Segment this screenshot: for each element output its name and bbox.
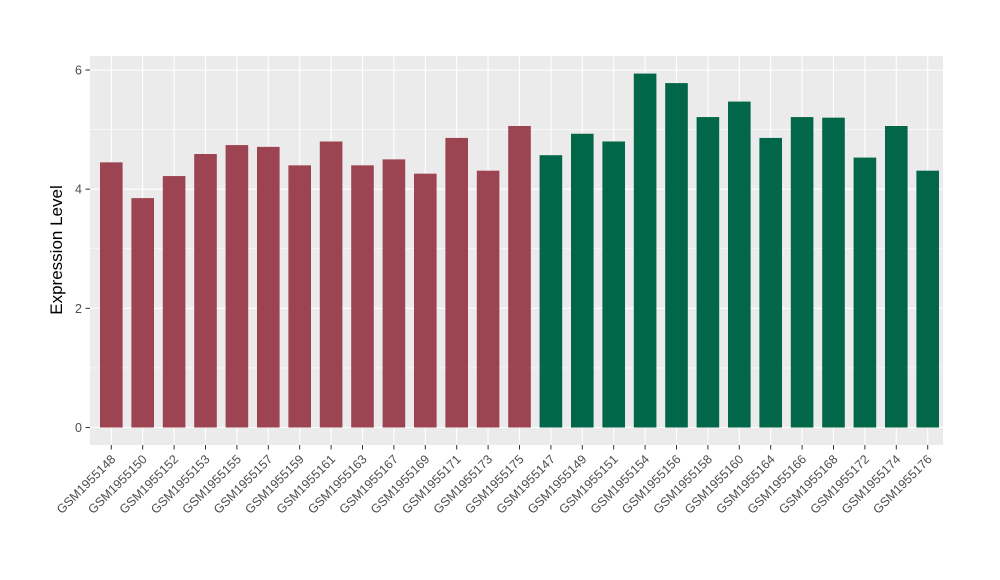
bar <box>633 73 657 428</box>
bar <box>665 83 688 428</box>
y-axis-title: Expression Level <box>47 185 66 315</box>
bar <box>225 145 249 428</box>
bar <box>131 198 154 428</box>
y-tick-label: 4 <box>75 183 82 197</box>
bar <box>288 165 311 428</box>
bar <box>194 154 217 428</box>
bar <box>571 133 594 428</box>
bar <box>728 101 751 428</box>
bar <box>382 159 406 428</box>
bar <box>790 117 814 428</box>
bar <box>822 117 845 428</box>
y-tick-label: 2 <box>75 302 82 316</box>
bar <box>539 155 563 428</box>
bar <box>100 162 123 428</box>
bar <box>602 141 625 428</box>
bar <box>414 173 437 428</box>
bar <box>476 170 500 428</box>
bar <box>508 126 531 428</box>
bar <box>351 165 374 428</box>
bar <box>162 176 186 428</box>
bar <box>759 137 782 428</box>
bar <box>696 117 720 428</box>
bar <box>916 170 939 428</box>
y-tick-label: 6 <box>75 64 82 78</box>
bar <box>885 126 908 428</box>
bar <box>257 146 280 428</box>
bar <box>853 157 877 428</box>
bar <box>319 141 343 428</box>
bar <box>445 137 468 428</box>
y-tick-label: 0 <box>75 421 82 435</box>
